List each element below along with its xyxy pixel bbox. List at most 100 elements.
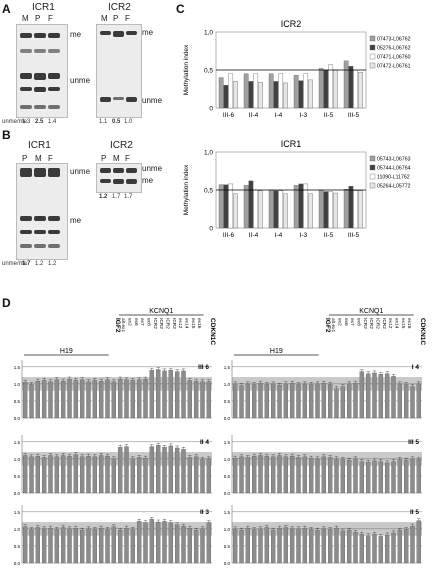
expression-bar — [245, 457, 251, 494]
expression-bar — [289, 383, 295, 419]
gel-a2-image — [96, 24, 142, 118]
icr1-bar — [353, 190, 359, 229]
gel-a2-ratio-3: 1.0 — [124, 119, 133, 125]
gel-b1-ratio-2: 1.2 — [35, 261, 44, 267]
expression-bar — [41, 457, 47, 494]
gel-b1-ratio-1: 1.7 — [22, 261, 31, 267]
icr1-ylabel: Methylation index — [183, 164, 190, 215]
expression-bar — [334, 528, 339, 564]
expression-bar — [48, 528, 53, 564]
icr2-methylation-chart: ICR2 0 0,5 1,0 Methylation index III-6 II-4 I-4… — [183, 19, 411, 119]
expression-bar — [359, 371, 365, 419]
expression-bar — [232, 383, 238, 419]
expression-bar — [200, 528, 205, 564]
ytick: 1.5 — [224, 440, 231, 445]
ytick: 1.0 — [224, 457, 231, 462]
expression-bar — [206, 458, 212, 494]
icr2-bar — [318, 68, 324, 109]
expression-bar — [353, 532, 358, 564]
group-label-kcnq1: KCNQ1 — [359, 308, 383, 315]
expression-bar — [397, 383, 403, 419]
expression-bar — [391, 461, 396, 494]
expression-bar — [283, 527, 289, 564]
expression-bar — [124, 379, 129, 419]
icr2-xtick: I-3 — [300, 112, 308, 119]
expression-bar — [168, 370, 174, 419]
expression-bar — [168, 522, 174, 564]
expression-bar — [315, 530, 320, 564]
gel-b2-image — [96, 163, 142, 193]
group-label-kcnq1: KCNQ1 — [149, 308, 173, 315]
icr1-legend-swatch — [369, 173, 376, 180]
panel-label-b: B — [2, 128, 11, 142]
ytick: 0.0 — [224, 491, 231, 496]
icr2-ytick: 1,0 — [204, 30, 213, 37]
expression-bar — [296, 528, 301, 564]
gel-a2-ratio-1: 1.1 — [99, 119, 108, 125]
kcnq1-exon-label: ex6 — [133, 318, 139, 326]
expression-bar — [22, 455, 28, 494]
expression-bar — [245, 383, 251, 419]
expression-bar — [22, 526, 28, 564]
expression-bar — [340, 459, 346, 494]
expression-bar — [327, 457, 333, 494]
expression-bar — [416, 383, 422, 419]
ytick: 0.0 — [14, 491, 21, 496]
panel-d-label: II 5 — [410, 509, 419, 516]
gel-b2-ratio-1: 1.2 — [99, 194, 108, 200]
gel-a1-unme-label: unme — [70, 76, 91, 85]
gel-a1-lane-1: M — [22, 14, 29, 23]
icr1-legend-swatch — [369, 182, 376, 189]
expression-bar — [48, 455, 53, 494]
expression-bar — [174, 371, 180, 419]
icr1-legend-swatch — [369, 164, 376, 171]
gel-b2-ratio-2: 1.7 — [112, 194, 121, 200]
expression-bar — [403, 529, 409, 564]
expression-bar — [98, 381, 104, 419]
expression-bar — [302, 528, 308, 564]
panel-label-a: A — [2, 2, 11, 16]
expression-bar — [143, 458, 148, 494]
icr1-bar — [358, 190, 363, 229]
ytick: 1.0 — [14, 382, 21, 387]
icr1-bar — [293, 185, 299, 229]
gel-a1-ratio-label: unme/me — [2, 119, 28, 125]
expression-bar — [321, 383, 327, 419]
expression-bar — [264, 456, 270, 494]
panel-d-label: I 4 — [412, 364, 420, 371]
icr2-legend-label: 05276-L06762 — [377, 46, 411, 52]
expression-bar — [384, 534, 390, 564]
icr2-ytick: 0 — [209, 106, 213, 113]
gel-b1-title: ICR1 — [28, 140, 51, 151]
expression-bar — [378, 374, 384, 419]
icr1-legend-swatch — [369, 155, 376, 162]
expression-bar — [193, 381, 199, 419]
panel-d-label: II 3 — [200, 509, 209, 516]
expression-bar — [232, 528, 238, 564]
expression-bar — [365, 462, 371, 494]
panel-d-label: III 6 — [198, 364, 209, 371]
kcnq1-exon-label: ex15 — [400, 318, 406, 329]
gel-b1-me-label: me — [70, 216, 82, 225]
gel-a2-me-label: me — [142, 28, 154, 37]
icr1-bar — [318, 189, 324, 229]
expression-bar — [340, 530, 346, 564]
expression-bar — [92, 456, 98, 494]
icr1-bar — [323, 191, 329, 229]
icr2-xtick: I-4 — [275, 112, 283, 119]
icr1-legend-label: 05264-L05772 — [377, 184, 411, 190]
expression-bar — [296, 457, 301, 494]
expression-bar — [346, 530, 352, 564]
expression-bar — [416, 520, 422, 564]
expression-bar — [308, 384, 314, 419]
expression-bar — [67, 378, 72, 419]
icr2-bar — [323, 69, 329, 109]
expression-bar — [327, 384, 333, 419]
icr1-title: ICR1 — [281, 139, 302, 149]
expression-bar — [206, 522, 212, 564]
expression-bar — [353, 383, 358, 419]
icr2-legend-label: 07471-L06760 — [377, 55, 411, 61]
ytick: 0.5 — [224, 544, 231, 549]
expression-bar — [264, 384, 270, 419]
